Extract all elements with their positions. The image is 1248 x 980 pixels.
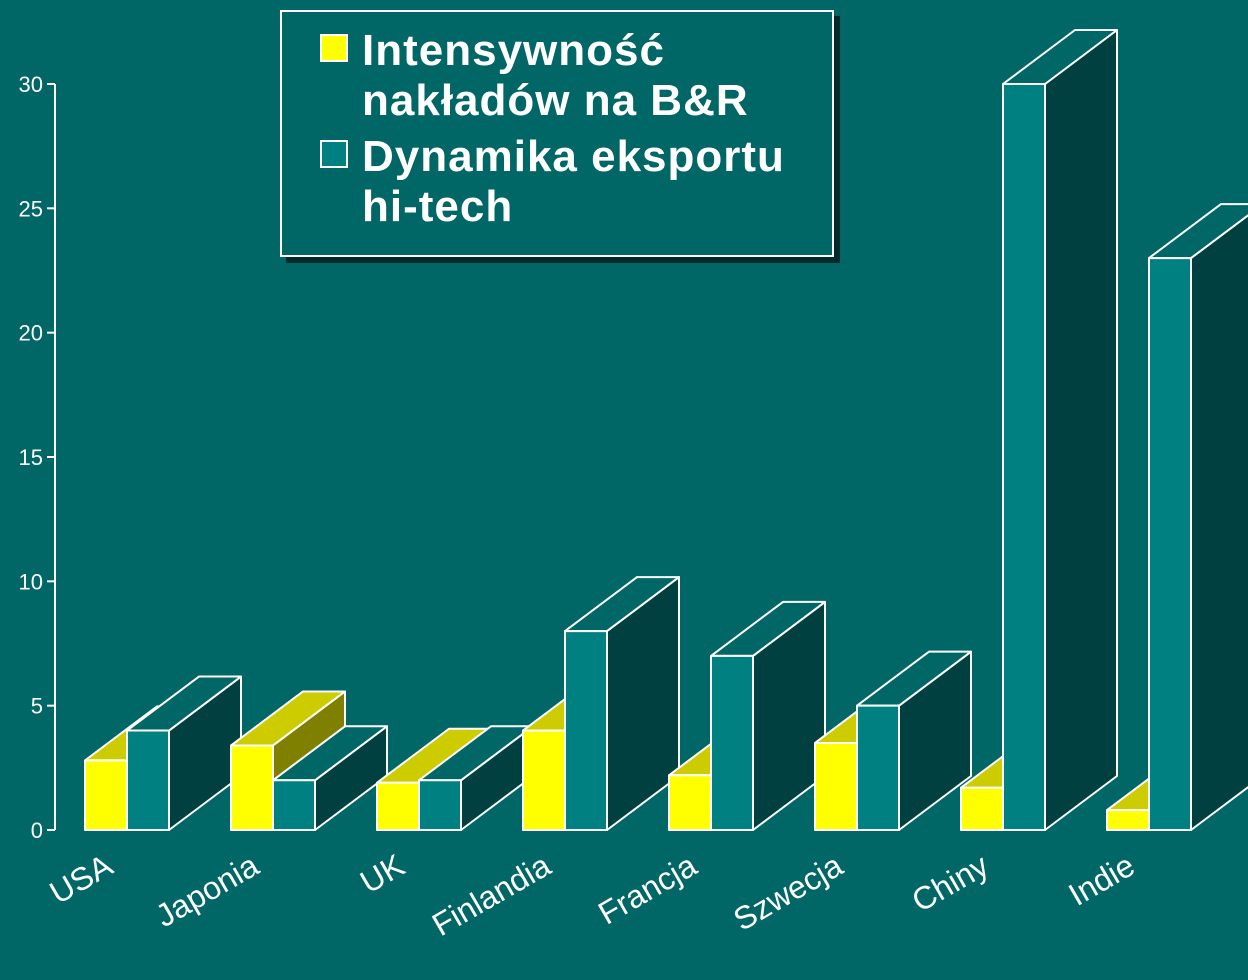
y-tick-label: 0 xyxy=(31,818,43,843)
bar-front xyxy=(126,729,170,831)
y-tick-label: 5 xyxy=(31,694,43,719)
y-tick-label: 15 xyxy=(19,445,43,470)
bar xyxy=(856,650,972,832)
x-tick-label: USA xyxy=(44,847,120,911)
bar-front xyxy=(710,654,754,832)
bar xyxy=(126,675,242,831)
bar-front xyxy=(272,779,316,831)
bar-side xyxy=(1044,29,1118,831)
bar-front xyxy=(668,774,712,831)
x-tick-label: Chiny xyxy=(906,847,995,919)
bar-side xyxy=(1190,214,1248,831)
legend-item: Dynamika eksportu hi-tech xyxy=(320,132,832,232)
bar-front xyxy=(564,630,608,831)
legend-label: Dynamika eksportu hi-tech xyxy=(362,132,785,231)
bar-front xyxy=(376,781,420,832)
x-tick-label: Indie xyxy=(1062,847,1140,913)
bar xyxy=(1148,203,1248,832)
legend-label: Intensywność nakładów na B&R xyxy=(362,26,749,125)
bar-front xyxy=(1002,83,1046,831)
bar-front xyxy=(230,744,274,831)
y-tick-label: 30 xyxy=(19,72,43,97)
x-tick-label: Japonia xyxy=(149,847,264,934)
legend-swatch xyxy=(320,140,348,168)
bar-front xyxy=(418,779,462,831)
legend-swatch xyxy=(320,34,348,62)
y-tick-label: 25 xyxy=(19,196,43,221)
bar-front xyxy=(1106,809,1150,832)
bar xyxy=(564,576,680,831)
bar xyxy=(1002,29,1118,831)
x-tick-label: UK xyxy=(354,847,410,900)
y-tick-label: 20 xyxy=(19,321,43,346)
y-tick-label: 10 xyxy=(19,569,43,594)
x-tick-label: Szwecja xyxy=(727,847,848,938)
legend: Intensywność nakładów na B&R Dynamika eks… xyxy=(280,10,834,257)
bar-front xyxy=(522,729,566,831)
bar-front xyxy=(814,741,858,832)
bar xyxy=(418,725,534,831)
x-tick-label: Francja xyxy=(592,847,703,932)
bar-front xyxy=(84,759,128,832)
x-tick-label: Finlandia xyxy=(426,847,557,943)
bar-front xyxy=(960,786,1004,832)
bar xyxy=(272,725,388,831)
bar-front xyxy=(856,704,900,832)
legend-item: Intensywność nakładów na B&R xyxy=(320,26,832,126)
bar xyxy=(710,600,826,832)
bar-front xyxy=(1148,257,1192,832)
